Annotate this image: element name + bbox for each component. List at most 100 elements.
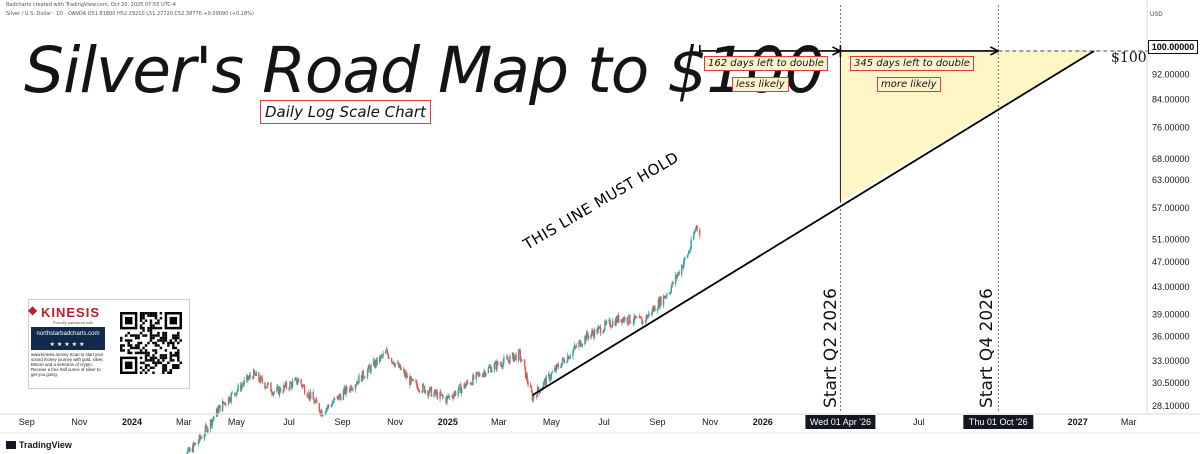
- qr-module: [154, 321, 158, 325]
- candle: [624, 315, 626, 324]
- candle-body: [337, 395, 339, 400]
- candle-body: [224, 402, 226, 405]
- candle-body: [568, 357, 571, 359]
- candle: [476, 372, 478, 375]
- qr-module: [122, 344, 125, 347]
- candle: [355, 381, 358, 387]
- candle: [531, 389, 534, 403]
- candle: [439, 389, 441, 403]
- candle-body: [284, 385, 286, 387]
- candle: [386, 348, 389, 356]
- candle-body: [460, 388, 463, 394]
- candle-body: [657, 299, 660, 310]
- candle: [436, 389, 439, 400]
- candle-body: [381, 355, 383, 357]
- candle-body: [648, 312, 650, 316]
- candle: [319, 410, 321, 416]
- qr-module: [154, 349, 158, 352]
- candle: [271, 389, 273, 397]
- candle: [482, 372, 484, 378]
- candle-body: [663, 295, 666, 299]
- qr-module: [137, 346, 140, 350]
- candle: [199, 433, 201, 442]
- qr-module: [129, 344, 133, 347]
- candle: [265, 385, 267, 390]
- candle-body: [626, 317, 628, 323]
- candle-body: [206, 426, 208, 433]
- candle: [490, 364, 492, 373]
- candle-body: [671, 282, 673, 287]
- candle: [441, 394, 443, 397]
- candle-body: [237, 384, 239, 391]
- sponsor-ad[interactable]: ◆ KINESIS Proudly partnered with northst…: [28, 299, 190, 389]
- candle: [260, 375, 263, 380]
- candle: [578, 340, 580, 350]
- candle: [659, 295, 661, 311]
- candle: [399, 364, 402, 371]
- candle: [294, 377, 296, 382]
- qr-module: [157, 319, 160, 322]
- candle-body: [623, 318, 625, 321]
- candle: [204, 422, 207, 437]
- qr-module: [120, 336, 123, 340]
- candle: [527, 378, 529, 388]
- candle: [485, 372, 487, 378]
- qr-module: [174, 366, 178, 370]
- qr-code-icon[interactable]: [120, 312, 182, 374]
- candle: [322, 414, 324, 418]
- candle: [259, 374, 262, 384]
- candle-body: [535, 396, 538, 398]
- candle-body: [240, 385, 243, 390]
- candle-body: [669, 292, 672, 294]
- candle-body: [354, 384, 357, 390]
- candle: [211, 419, 213, 429]
- qr-module: [159, 312, 163, 315]
- candle-body: [466, 381, 468, 385]
- candle-body: [388, 358, 390, 360]
- candle: [215, 407, 218, 417]
- candle-body: [276, 387, 278, 392]
- candle: [579, 338, 581, 344]
- candle-body: [277, 386, 279, 388]
- candle-body: [506, 357, 509, 360]
- candle-body: [448, 395, 451, 398]
- qr-module: [169, 356, 173, 360]
- candle-body: [653, 306, 655, 311]
- candle-body: [434, 389, 436, 393]
- candle: [192, 441, 194, 453]
- candle: [658, 296, 660, 309]
- candle-body: [485, 372, 487, 376]
- qr-module: [152, 334, 155, 337]
- qr-module: [159, 326, 163, 330]
- candle: [297, 377, 300, 383]
- candle-body: [537, 387, 540, 391]
- candle: [189, 447, 191, 453]
- candle: [373, 358, 376, 369]
- target-label: $100: [1111, 50, 1147, 66]
- candle-body: [242, 384, 245, 386]
- candle-body: [611, 321, 614, 327]
- candle: [617, 312, 620, 324]
- candle: [221, 398, 224, 412]
- candle-body: [273, 391, 276, 393]
- candle-body: [422, 384, 425, 387]
- candle-body: [301, 384, 303, 387]
- qr-module: [157, 339, 160, 342]
- qr-module: [172, 334, 175, 337]
- candle-body: [652, 308, 654, 311]
- candle-body: [392, 361, 395, 365]
- qr-module: [162, 364, 165, 367]
- candle: [592, 328, 594, 336]
- candle: [253, 369, 256, 375]
- candle-body: [641, 318, 643, 325]
- candle: [454, 389, 457, 397]
- qr-module: [120, 339, 123, 342]
- candle: [677, 271, 679, 276]
- candle: [517, 348, 520, 363]
- candle-body: [651, 308, 654, 314]
- ad-site[interactable]: northstarbadcharts.com: [31, 327, 105, 341]
- candle-body: [213, 416, 215, 419]
- candle: [641, 315, 643, 325]
- candle-body: [240, 384, 242, 390]
